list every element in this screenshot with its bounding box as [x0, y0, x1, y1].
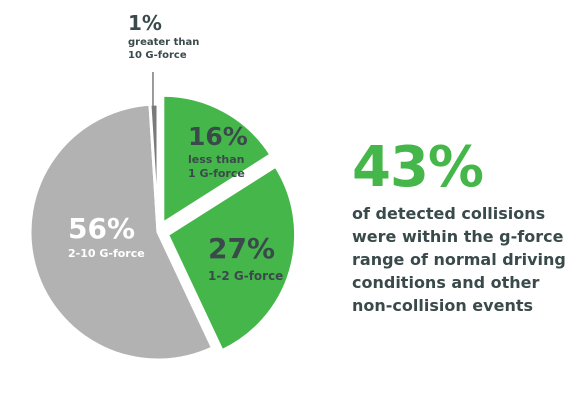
slice-description: 1-2 G-force: [208, 269, 283, 283]
slice-description: less than: [188, 153, 245, 166]
callout-line: conditions and other: [352, 273, 540, 292]
callout: 43% of detected collisions were within t…: [352, 140, 582, 317]
pie-slice: [28, 102, 214, 362]
pie-slices: [28, 93, 298, 362]
callout-percentage: 43%: [352, 135, 484, 200]
slice-percentage: 27%: [208, 232, 275, 265]
slice-percentage: 56%: [68, 212, 135, 245]
slice-description: 1 G-force: [188, 167, 245, 180]
slice-percentage: 16%: [188, 122, 248, 151]
slice-label: 56% 2-10 G-force: [68, 212, 145, 260]
slice-description: 10 G-force: [128, 50, 187, 61]
callout-line: non-collision events: [352, 296, 533, 315]
pie-slice: [148, 102, 160, 234]
callout-line: range of normal driving: [352, 250, 566, 269]
callout-description: of detected collisions were within the g…: [352, 202, 582, 317]
slice-label: 1% greater than 10 G-force: [128, 11, 199, 61]
pie-slice: [166, 164, 298, 353]
callout-line: were within the g-force: [352, 227, 564, 246]
slice-description: greater than: [128, 37, 199, 48]
slice-description: 2-10 G-force: [68, 247, 145, 260]
pie-slice: [161, 93, 273, 225]
callout-line: of detected collisions: [352, 204, 546, 223]
slice-percentage: 1%: [128, 11, 162, 35]
slice-label: 27% 1-2 G-force: [208, 232, 283, 283]
